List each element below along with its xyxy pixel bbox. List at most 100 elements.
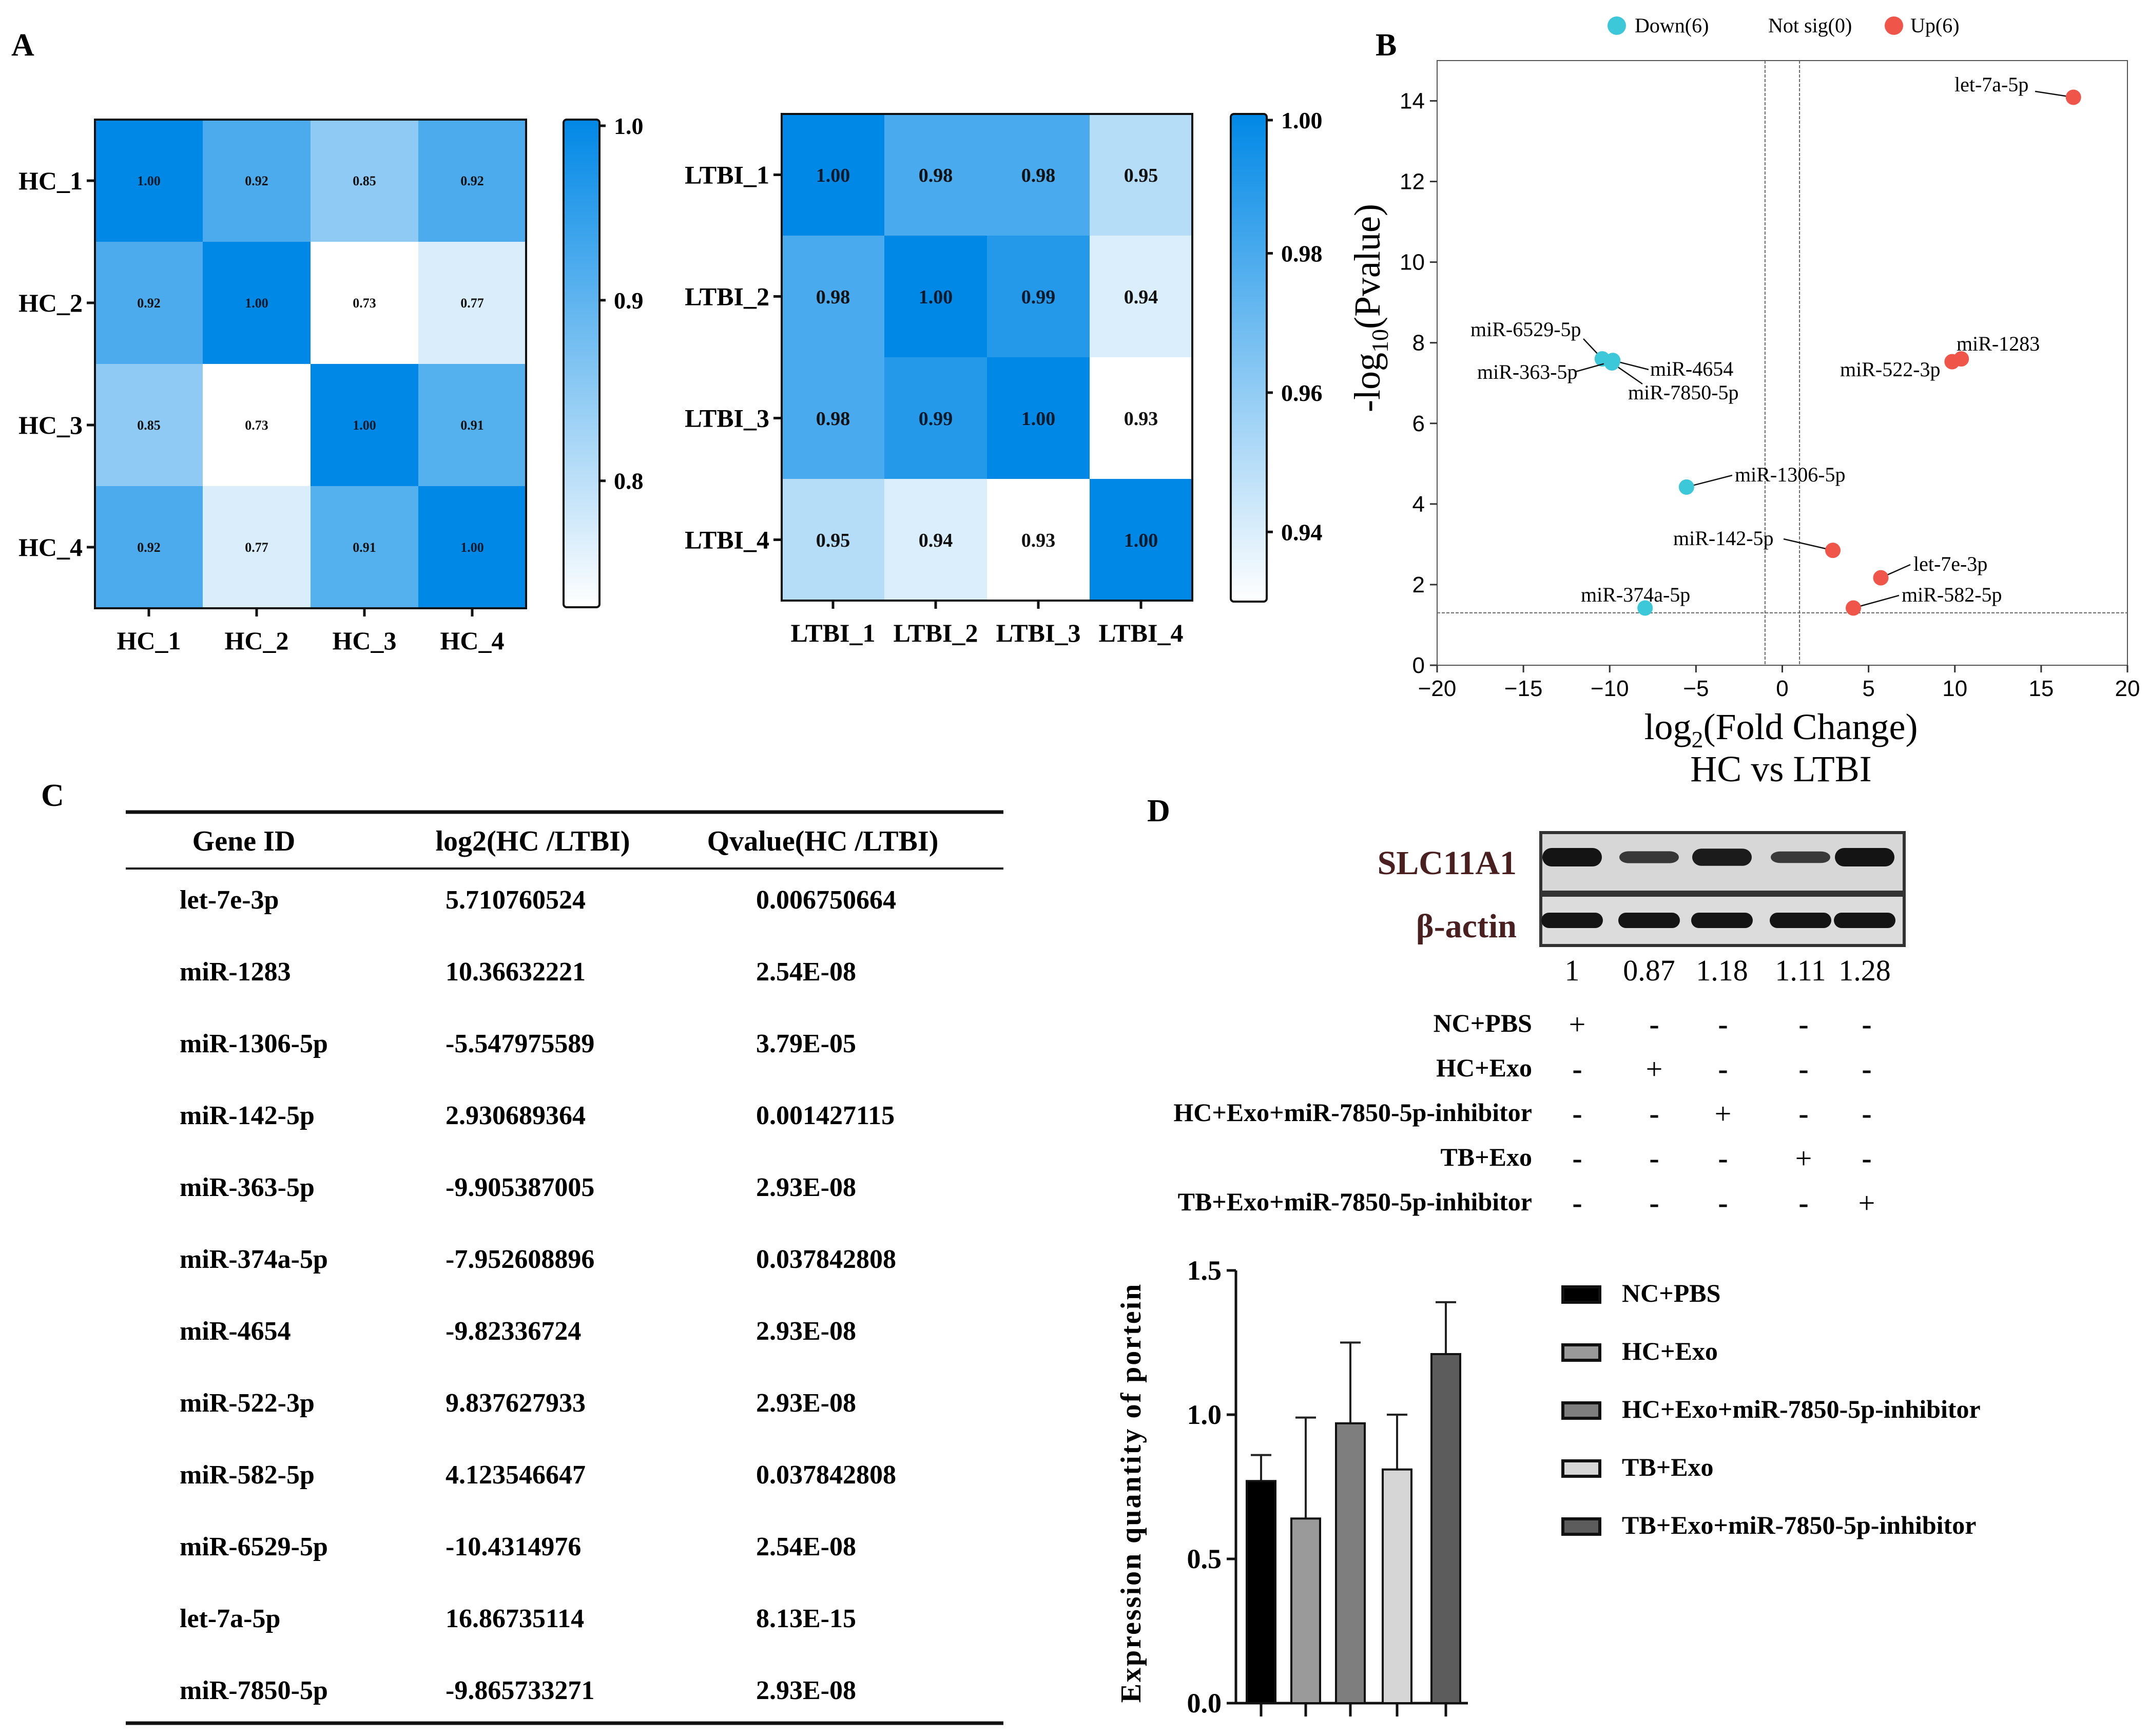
table-cell: -9.865733271 (446, 1676, 594, 1705)
wb-condition-sign: - (1649, 1008, 1659, 1041)
table-cell: miR-6529-5p (180, 1532, 328, 1561)
volcano-plot: −20 −15 −10 −5 0 5 10 15 20 0 2 4 6 8 10 12 14 Down(6) No… (1347, 14, 2140, 789)
volcano-point-label: miR-7850-5p (1628, 381, 1739, 404)
heatmap-cell (987, 479, 1090, 601)
bar-ytick-label: 0.0 (1187, 1688, 1222, 1719)
table-cell: 2.93E-08 (756, 1676, 856, 1705)
wb-condition-sign: - (1718, 1008, 1728, 1041)
table-cell: miR-142-5p (180, 1101, 315, 1130)
heatmap-cell-label: 0.73 (245, 418, 268, 433)
wb-condition-sign: - (1862, 1142, 1871, 1175)
volcano-title: HC vs LTBI (1690, 748, 1871, 789)
wb-condition-sign: - (1572, 1052, 1582, 1086)
heatmap-row-label: HC_1 (18, 166, 83, 195)
table-cell: miR-522-3p (180, 1388, 315, 1418)
table-cell: 10.36632221 (446, 957, 586, 987)
bar (1382, 1468, 1412, 1705)
bar-legend-label: NC+PBS (1622, 1279, 1720, 1307)
table-header-qvalue: Qvalue(HC /LTBI) (707, 825, 939, 857)
table-cell: 2.54E-08 (756, 1532, 856, 1561)
heatmap-cell-label: 0.77 (245, 540, 268, 555)
heatmap-cell (987, 357, 1090, 479)
heatmap-cell (418, 486, 526, 608)
colorbar-tick-label: 0.96 (1281, 380, 1323, 406)
table-cell: 2.93E-08 (756, 1173, 856, 1202)
table-header-log2: log2(HC /LTBI) (435, 825, 630, 857)
bar (1246, 1480, 1276, 1704)
wb-condition-sign: - (1572, 1097, 1582, 1130)
heatmap-cell (782, 114, 884, 236)
heatmap-cell-label: 0.85 (353, 173, 376, 188)
heatmap-cell-label: 0.95 (1124, 165, 1158, 186)
heatmap-cell-label: 0.98 (816, 408, 850, 430)
heatmap-cell (884, 479, 987, 601)
heatmap-cell-label: 0.92 (137, 540, 161, 555)
volcano-legend-marker (1608, 16, 1626, 35)
volcano-legend-label: Up(6) (1910, 14, 1960, 37)
volcano-xtick-label: −10 (1591, 676, 1629, 701)
volcano-point-label: miR-4654 (1650, 357, 1733, 380)
wb-control-label: β-actin (1416, 908, 1517, 945)
wb-condition-label: HC+Exo (1436, 1053, 1532, 1082)
panel-letter-d: D (1147, 794, 1170, 828)
volcano-point-label: miR-522-3p (1840, 358, 1941, 381)
heatmap-cell-label: 1.00 (919, 286, 953, 308)
colorbar-tick-label: 0.9 (614, 287, 644, 314)
panel-letter-b: B (1376, 28, 1397, 63)
bar (1430, 1353, 1461, 1704)
table-cell: -9.905387005 (446, 1173, 594, 1202)
volcano-point (1825, 543, 1841, 558)
heatmap-cell (782, 479, 884, 601)
table-cell: 9.837627933 (446, 1388, 586, 1418)
volcano-label-leader (1686, 474, 1733, 488)
table-cell: 2.93E-08 (756, 1388, 856, 1418)
deg-table: Gene ID log2(HC /LTBI) Qvalue(HC /LTBI) … (126, 810, 1003, 1725)
heatmap-cell-label: 0.85 (137, 418, 161, 433)
heatmap-cell-label: 0.98 (816, 286, 850, 308)
volcano-legend: Down(6) Not sig(0) Up(6) (1608, 14, 1960, 37)
colorbar-tick-label: 0.94 (1281, 519, 1323, 545)
wb-quantity: 1.11 (1775, 954, 1826, 987)
colorbar-tick-label: 1.00 (1281, 107, 1323, 133)
wb-quantity: 1.28 (1838, 954, 1891, 987)
heatmap-cell-label: 0.93 (1124, 408, 1158, 430)
table-cell: -7.952608896 (446, 1245, 594, 1274)
wb-protein-label: SLC11A1 (1378, 844, 1517, 882)
table-cell: miR-582-5p (180, 1460, 315, 1490)
volcano-point-label: miR-1306-5p (1735, 463, 1846, 486)
heatmap-cell (311, 364, 418, 486)
bar-ytick-label: 0.5 (1187, 1544, 1222, 1574)
bar (1290, 1517, 1321, 1705)
table-cell: miR-4654 (180, 1317, 291, 1346)
volcano-ytick-label: 4 (1412, 492, 1425, 517)
heatmap-col-label: LTBI_1 (791, 619, 876, 647)
heatmap-frame (94, 119, 527, 609)
colorbar (1230, 113, 1268, 603)
table-body: let-7e-3p 5.710760524 0.006750664 miR-1283 1… (180, 885, 896, 1705)
heatmap-col-label: HC_3 (333, 626, 397, 655)
heatmap-cell (884, 114, 987, 236)
wb-condition-sign: - (1718, 1186, 1728, 1220)
wb-condition-sign: - (1798, 1186, 1808, 1220)
heatmap-cell-label: 1.00 (816, 165, 850, 186)
volcano-point-label: miR-582-5p (1902, 583, 2002, 606)
heatmap-cell-label: 0.73 (353, 296, 376, 311)
bar-legend-swatch (1561, 1401, 1601, 1420)
volcano-xtick-label: −5 (1683, 676, 1709, 701)
wb-condition-label: TB+Exo (1440, 1143, 1532, 1171)
wb-condition-sign: + (1569, 1008, 1586, 1041)
table-cell: miR-363-5p (180, 1173, 315, 1202)
heatmap-cell-label: 0.91 (353, 540, 376, 555)
volcano-point-label: let-7a-5p (1954, 73, 2028, 96)
heatmap-cell-label: 1.00 (1124, 530, 1158, 551)
heatmap-cell (418, 120, 526, 242)
panel-letter-c: C (41, 778, 64, 813)
heatmap-cell-label: 0.98 (1021, 165, 1056, 186)
wb-condition-sign: + (1646, 1052, 1663, 1086)
wb-condition-sign: - (1718, 1142, 1728, 1175)
heatmap-cell-label: 1.00 (137, 173, 161, 188)
wb-condition-sign: - (1649, 1142, 1659, 1175)
volcano-label-leader (1853, 594, 1900, 609)
table-cell: -10.4314976 (446, 1532, 581, 1561)
wb-condition-sign: - (1718, 1052, 1728, 1086)
